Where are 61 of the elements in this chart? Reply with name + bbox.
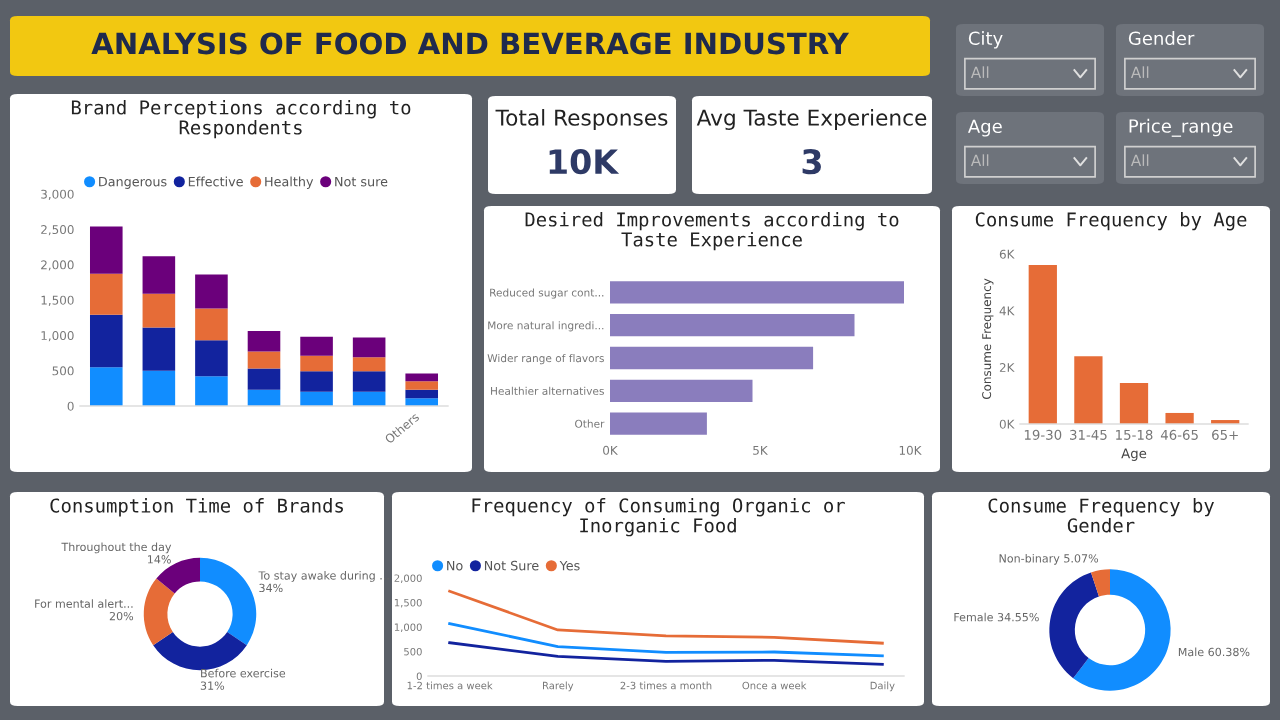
chart-title: Consumption Time of Brands: [50, 498, 343, 517]
line-series: [448, 641, 884, 666]
bar: [195, 274, 228, 309]
bar: [610, 379, 753, 402]
text: City: [968, 31, 1003, 49]
line-series: [448, 589, 884, 645]
bar: [352, 371, 386, 392]
bar: [405, 373, 439, 382]
bar: [610, 314, 855, 337]
text: 10K: [549, 149, 620, 175]
bar: [89, 226, 123, 274]
bar: [142, 293, 176, 328]
donut-slice: [153, 632, 247, 671]
text: Age: [967, 119, 1002, 137]
donut-slice: [1073, 569, 1171, 691]
bar: [89, 273, 123, 315]
bar: [300, 336, 333, 356]
bar: [247, 331, 281, 352]
donut-slice: [1091, 569, 1110, 597]
bar: [610, 281, 904, 304]
bar: [300, 371, 333, 392]
bar: [142, 370, 176, 406]
bar: [142, 256, 176, 294]
bar: [1028, 265, 1057, 424]
bar: [247, 351, 281, 369]
bar: [89, 314, 123, 368]
bar: [405, 389, 439, 399]
bar: [195, 340, 228, 377]
text: 3: [802, 149, 821, 175]
bar: [1119, 382, 1149, 424]
bar: [352, 391, 386, 406]
bar: [195, 376, 228, 406]
chart-title: Consume Frequency by Gender: [988, 498, 1214, 533]
text: Total Responses: [495, 109, 668, 130]
text: ANALYSIS OF FOOD AND BEVERAGE INDUSTRY: [91, 32, 850, 55]
chart-title: Brand Perceptions according to Respondents: [71, 100, 411, 139]
chart-title: Desired Improvements according to Taste Experience: [525, 212, 899, 251]
bar: [1165, 412, 1194, 424]
bar: [300, 355, 333, 372]
chart-title: Frequency of Consuming Organic or Inorganic Food: [472, 498, 845, 537]
bar: [610, 412, 707, 435]
donut-slice: [143, 578, 175, 646]
donut-slice: [200, 557, 257, 646]
bar: [142, 327, 176, 371]
bar: [352, 337, 386, 358]
text: Gender: [1128, 31, 1195, 46]
bar: [247, 389, 281, 406]
bar: [1074, 356, 1103, 424]
text: Price_range: [1129, 118, 1233, 137]
bar: [610, 346, 814, 370]
chart-title: Consume Frequency by Age: [975, 212, 1247, 231]
bar: [300, 391, 333, 406]
donut-slice: [1049, 572, 1099, 679]
text: Avg Taste Experience: [696, 109, 927, 130]
bar: [247, 368, 281, 390]
line-series: [448, 622, 884, 658]
bar: [405, 398, 439, 406]
bar: [89, 367, 123, 406]
bar: [352, 357, 386, 372]
bar: [405, 381, 439, 390]
bar: [195, 308, 228, 341]
